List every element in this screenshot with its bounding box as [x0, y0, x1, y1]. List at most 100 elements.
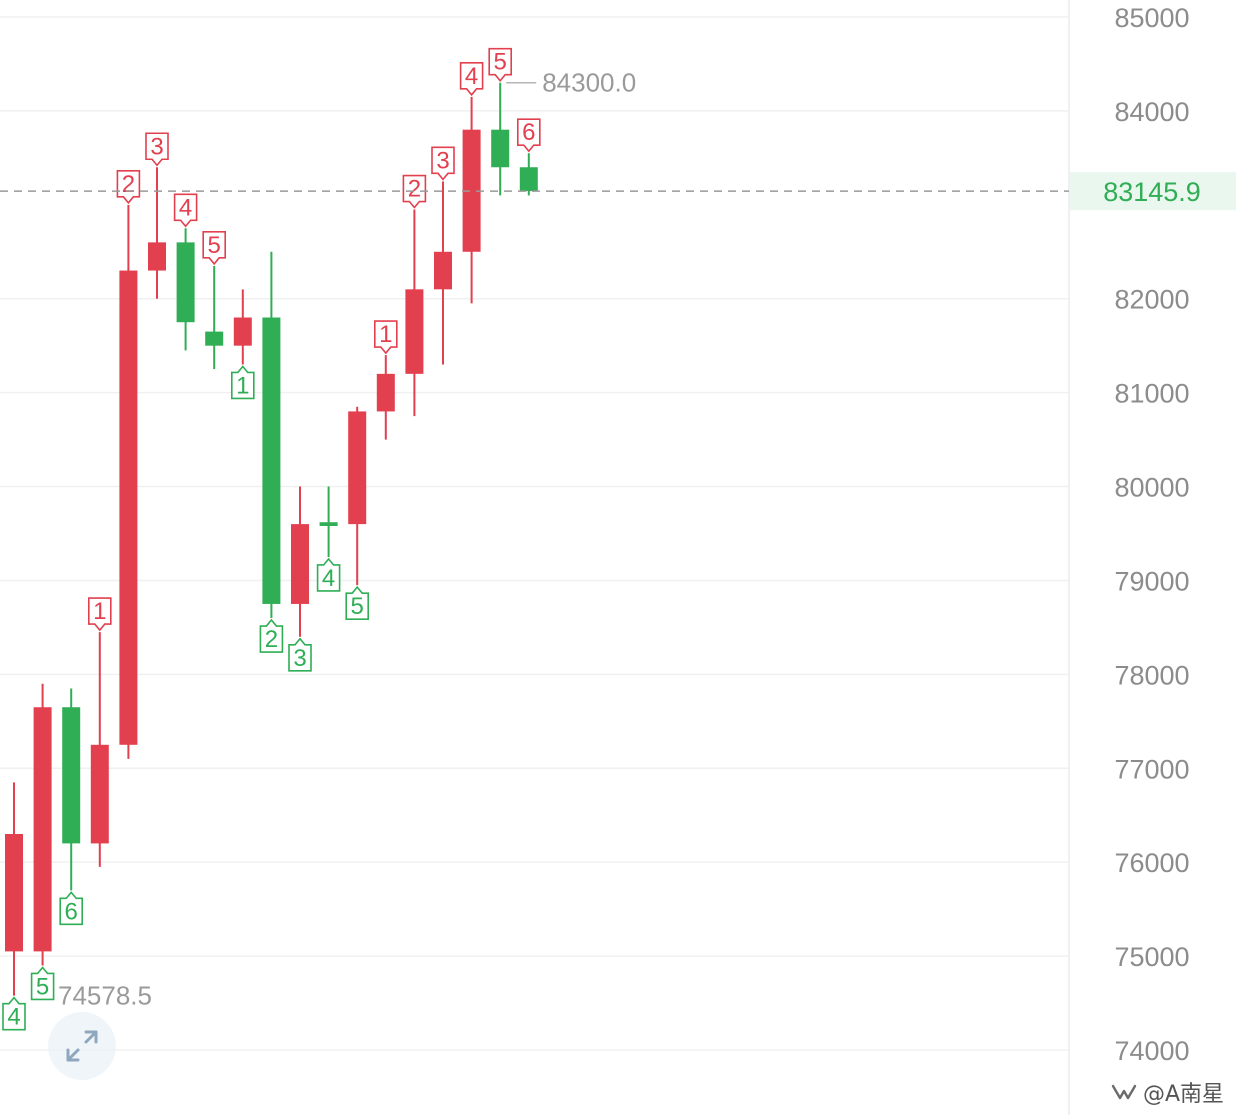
candle-body — [90, 744, 109, 844]
candle-body — [519, 167, 538, 192]
marker-label: 4 — [322, 565, 335, 592]
candle — [491, 82, 510, 196]
marker-label: 2 — [122, 171, 135, 198]
sequence-marker: 4 — [2, 996, 26, 1031]
candle — [262, 251, 281, 619]
marker-label: 1 — [379, 321, 392, 348]
candle-body — [233, 317, 252, 346]
sequence-marker: 5 — [345, 585, 369, 620]
candle — [90, 632, 109, 867]
marker-label: 5 — [351, 593, 364, 620]
marker-box — [288, 637, 312, 672]
marker-box — [145, 132, 169, 167]
candle-body — [119, 270, 138, 745]
current-price-label: 83145.9 — [1103, 177, 1201, 207]
y-tick-label: 81000 — [1114, 379, 1189, 409]
marker-label: 3 — [293, 645, 306, 672]
high-annotation-label: 84300.0 — [542, 68, 636, 98]
marker-box — [517, 118, 541, 153]
current-price-tag — [1070, 172, 1236, 211]
y-tick-label: 75000 — [1114, 942, 1189, 972]
low-annotation-label: 74578.5 — [58, 981, 152, 1011]
watermark: @A南星 — [1111, 1077, 1224, 1107]
y-tick-label: 84000 — [1114, 97, 1189, 127]
candle-body — [405, 289, 424, 374]
y-tick-label: 77000 — [1114, 754, 1189, 784]
marker-box — [116, 170, 141, 205]
candle — [376, 355, 395, 440]
grid-lines — [0, 16, 1069, 1051]
candle — [5, 782, 23, 996]
y-tick-label: 79000 — [1114, 566, 1189, 596]
fullscreen-button[interactable] — [48, 1012, 116, 1080]
sequence-marker: 1 — [88, 597, 112, 632]
marker-box — [316, 557, 341, 592]
candle-body — [148, 242, 166, 271]
sequence-marker: 2 — [402, 174, 427, 209]
sequence-marker: 2 — [116, 170, 141, 205]
sequence-marker: 5 — [202, 231, 226, 266]
sequence-marker: 6 — [59, 891, 83, 926]
candle — [176, 228, 195, 351]
sequence-marker: 4 — [173, 193, 198, 228]
marker-label: 6 — [522, 119, 535, 146]
y-tick-label: 85000 — [1114, 3, 1189, 33]
marker-box — [59, 891, 83, 926]
candle-body — [462, 129, 481, 252]
candle — [348, 406, 367, 586]
candle-body — [376, 373, 395, 412]
sequence-marker: 4 — [316, 557, 341, 592]
marker-box — [402, 174, 427, 209]
candle-body — [5, 834, 23, 952]
candle — [405, 209, 424, 417]
marker-label: 4 — [179, 194, 192, 221]
marker-label: 5 — [208, 232, 221, 259]
sequence-marker: 3 — [431, 146, 455, 181]
marker-label: 1 — [93, 598, 106, 625]
marker-label: 3 — [436, 147, 449, 174]
wechat-channels-icon — [1111, 1084, 1137, 1100]
marker-box — [2, 996, 26, 1031]
marker-box — [88, 597, 112, 632]
sequence-marker: 1 — [374, 320, 398, 355]
sequence-marker: 4 — [459, 62, 484, 97]
marker-box — [202, 231, 226, 266]
expand-arrows-icon — [66, 1030, 98, 1062]
marker-label: 2 — [265, 626, 278, 653]
y-axis: 74000 75000 76000 77000 78000 79000 80000 81000… — [1114, 3, 1189, 1066]
marker-box — [231, 365, 255, 400]
candle — [205, 265, 224, 370]
marker-label: 2 — [408, 176, 421, 203]
candle-body — [262, 317, 281, 604]
y-tick-label: 74000 — [1114, 1036, 1189, 1066]
y-tick-label: 78000 — [1114, 660, 1189, 690]
marker-label: 5 — [494, 49, 507, 76]
marker-box — [431, 146, 455, 181]
marker-box — [459, 62, 484, 97]
marker-box — [259, 618, 284, 653]
candle — [119, 204, 138, 759]
marker-label: 4 — [465, 63, 478, 90]
marker-box — [30, 966, 55, 1001]
marker-box — [173, 193, 198, 228]
candle-body — [319, 522, 338, 526]
candle-body — [291, 524, 309, 604]
extreme-annotations: 84300.0 74578.5 — [58, 68, 636, 1011]
candle-body — [176, 242, 195, 323]
candles — [5, 82, 538, 996]
y-tick-label: 80000 — [1114, 473, 1189, 503]
candle-body — [348, 411, 367, 525]
sequence-marker: 3 — [145, 132, 169, 167]
candle — [148, 167, 166, 299]
sequence-marker: 3 — [288, 637, 312, 672]
candle-body — [62, 707, 81, 844]
current-price-line: 83145.9 — [0, 172, 1236, 211]
sequence-marker: 5 — [488, 47, 512, 82]
candle — [62, 688, 81, 891]
sequence-marker: 5 — [30, 966, 55, 1001]
candle — [33, 683, 52, 966]
marker-label: 5 — [36, 973, 49, 1000]
